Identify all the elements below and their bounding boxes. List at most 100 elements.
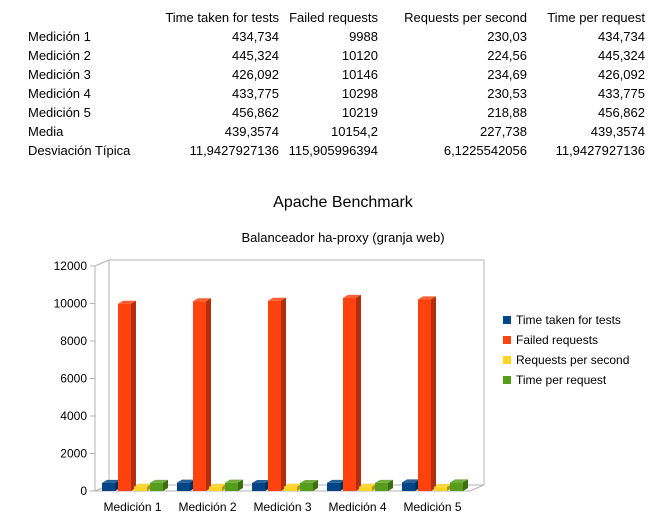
bar-front [375, 482, 388, 491]
x-tick-label: Medición 5 [403, 500, 461, 514]
bar-front [327, 482, 340, 491]
bar-front [118, 303, 131, 491]
cell-value: 445,324 [598, 48, 645, 63]
bar-top [209, 483, 227, 487]
cell-value: 426,092 [598, 67, 645, 82]
bar-top [150, 479, 168, 483]
bar-top [102, 479, 120, 483]
bar-front [209, 486, 222, 491]
chart-subtitle: Balanceador ha-proxy (granja web) [241, 230, 444, 245]
bar-side [313, 480, 318, 491]
cell-value: 115,905996394 [288, 143, 378, 158]
bar-top [418, 296, 436, 300]
cell-value: 434,734 [598, 29, 645, 44]
y-tick-label: 8000 [60, 334, 87, 348]
bar-front [284, 486, 297, 491]
bar-front [134, 486, 147, 491]
legend-swatch [503, 316, 511, 324]
bar-front [450, 482, 463, 491]
cell-value: 224,56 [487, 48, 527, 63]
bar [193, 298, 211, 491]
cell-value: 439,3574 [590, 124, 645, 139]
bar [150, 479, 168, 491]
table-row: Medición 1 434,734 9988 230,03 434,734 [28, 27, 645, 46]
row-label: Medición 3 [28, 67, 91, 82]
cell-value: 433,775 [598, 86, 645, 101]
bar [375, 479, 393, 491]
bar-chart: Apache Benchmark Balanceador ha-proxy (g… [54, 194, 630, 514]
header-cell: Time per request [547, 10, 645, 25]
row-label: Medición 1 [28, 29, 91, 44]
bar-front [300, 483, 313, 491]
bar-front [252, 483, 265, 491]
legend: Time taken for tests Failed requests Reque… [503, 313, 629, 387]
cell-value: 10154,2 [331, 124, 378, 139]
x-tick-label: Medición 3 [253, 500, 311, 514]
cell-value: 439,3574 [224, 124, 279, 139]
cell-value: 10298 [341, 86, 378, 101]
legend-label: Requests per second [516, 353, 629, 367]
cell-value: 456,862 [232, 105, 279, 120]
bar-front [102, 482, 115, 491]
bar-side [388, 479, 393, 491]
bar [252, 480, 270, 491]
bar-top [134, 483, 152, 487]
table-row: Medición 2 445,324 10120 224,56 445,324 [28, 46, 645, 65]
row-label: Media [28, 124, 64, 139]
y-tick-label: 10000 [54, 297, 88, 311]
bar-front [402, 482, 415, 491]
bar [418, 296, 436, 491]
table-row: Medición 3 426,092 10146 234,69 426,092 [28, 65, 645, 84]
bar-top [177, 479, 195, 483]
bar-side [163, 479, 168, 491]
bar-top [284, 483, 302, 487]
table-row: Medición 5 456,862 10219 218,88 456,862 [28, 103, 645, 122]
legend-label: Failed requests [516, 333, 598, 347]
bar-top [193, 298, 211, 302]
cell-value: 6,1225542056 [443, 143, 527, 158]
header-cell: Failed requests [289, 10, 378, 25]
header-cell: Requests per second [404, 10, 527, 25]
bar [177, 479, 195, 491]
bar-side [131, 300, 136, 491]
stats-header-row: Time taken for tests Failed requests Req… [28, 8, 645, 27]
cell-value: 434,734 [232, 29, 279, 44]
cell-value: 234,69 [487, 67, 527, 82]
header-cell: Time taken for tests [165, 10, 279, 25]
legend-swatch [503, 376, 511, 384]
bar [343, 294, 361, 491]
cell-value: 10120 [341, 48, 378, 63]
y-tick-label: 6000 [60, 372, 87, 386]
side-wall [94, 259, 110, 492]
table-row: Media 439,3574 10154,2 227,738 439,3574 [28, 122, 645, 141]
cell-value: 445,324 [232, 48, 279, 63]
bar-side [206, 298, 211, 491]
cell-value: 230,03 [487, 29, 527, 44]
bar-top [343, 294, 361, 298]
bar-side [356, 294, 361, 491]
bar-front [225, 482, 238, 491]
bar [402, 479, 420, 491]
bar-side [238, 479, 243, 491]
bar [327, 479, 345, 491]
bar-side [463, 479, 468, 491]
cell-value: 227,738 [480, 124, 527, 139]
cell-value: 10219 [341, 105, 378, 120]
cell-value: 456,862 [598, 105, 645, 120]
legend-swatch [503, 336, 511, 344]
bar-front [268, 300, 281, 491]
bar-front [193, 301, 206, 491]
row-label: Medición 5 [28, 105, 91, 120]
cell-value: 230,53 [487, 86, 527, 101]
chart-title: Apache Benchmark [273, 194, 414, 211]
bar [225, 479, 243, 491]
bar [118, 300, 136, 491]
row-label: Medición 4 [28, 86, 91, 101]
bar-side [281, 297, 286, 491]
bar-front [359, 486, 372, 491]
y-tick-label: 0 [80, 484, 87, 498]
legend-label: Time taken for tests [516, 313, 621, 327]
legend-label: Time per request [516, 373, 607, 387]
cell-value: 11,9427927136 [189, 143, 279, 158]
cell-value: 9988 [349, 29, 378, 44]
